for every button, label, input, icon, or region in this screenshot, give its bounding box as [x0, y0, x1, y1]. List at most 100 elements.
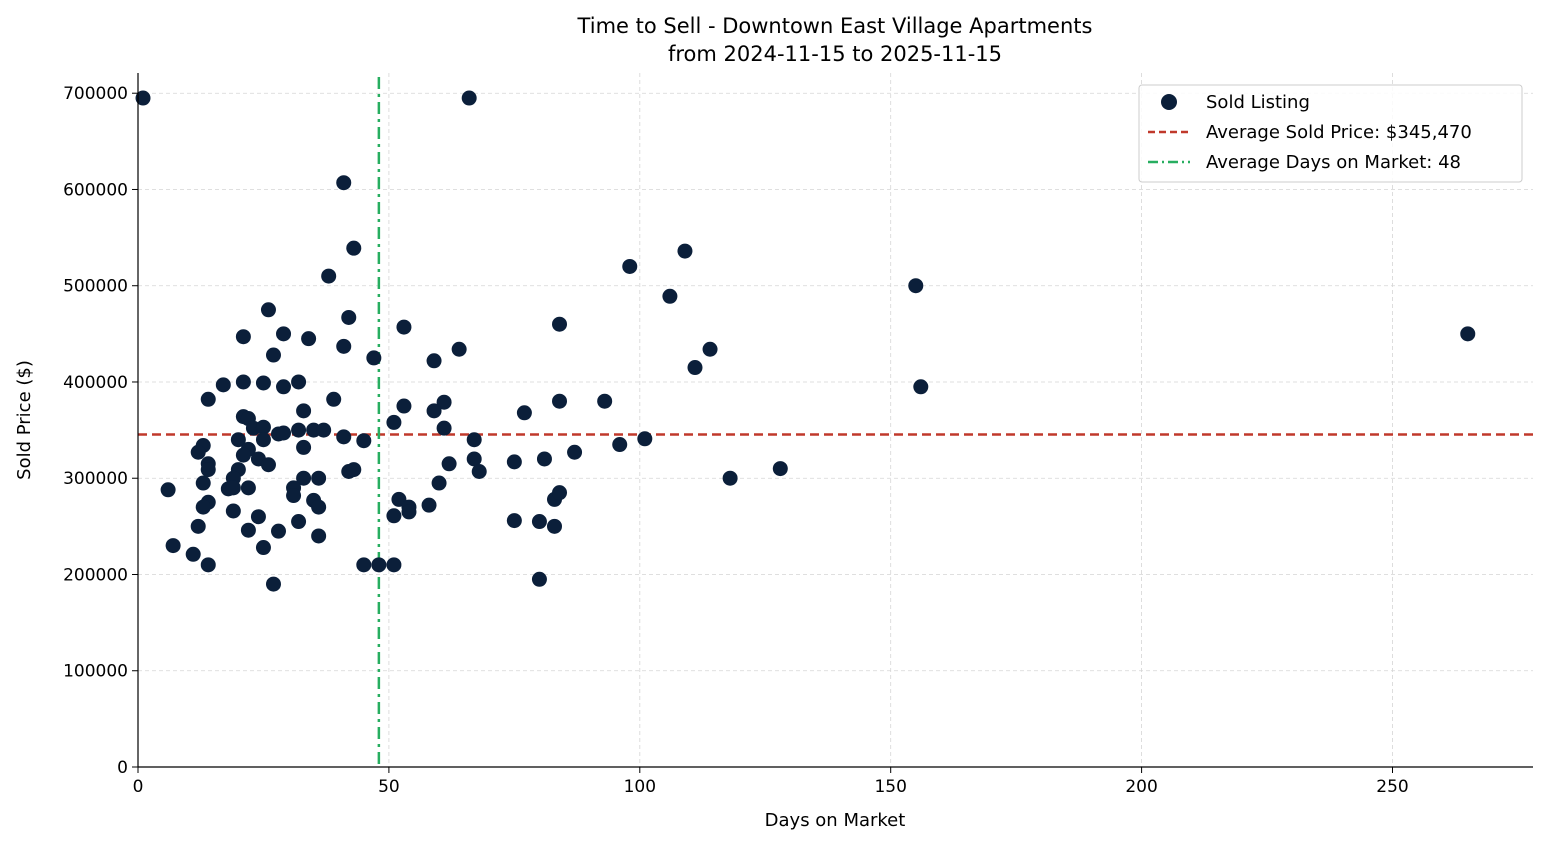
data-point — [271, 523, 287, 539]
data-point — [371, 557, 387, 573]
data-point — [662, 288, 678, 304]
legend-label-sold-listing: Sold Listing — [1206, 92, 1310, 113]
data-point — [677, 243, 693, 259]
data-point — [311, 499, 327, 515]
data-point — [255, 432, 271, 448]
data-point — [235, 447, 251, 463]
data-point — [291, 422, 307, 438]
data-point — [336, 175, 352, 191]
legend-label-average-days: Average Days on Market: 48 — [1206, 152, 1461, 173]
data-point — [396, 319, 412, 335]
data-point — [908, 278, 924, 294]
data-point — [240, 522, 256, 538]
x-tick-label: 50 — [378, 777, 400, 797]
data-point — [687, 360, 703, 376]
data-point — [135, 90, 151, 106]
chart-title: Time to Sell - Downtown East Village Apa… — [577, 14, 1093, 38]
data-point — [401, 504, 417, 520]
chart-subtitle: from 2024-11-15 to 2025-11-15 — [668, 42, 1002, 66]
data-point — [200, 391, 216, 407]
data-point — [185, 546, 201, 562]
data-point — [516, 405, 532, 421]
data-point — [301, 331, 317, 347]
data-point — [426, 403, 442, 419]
data-point — [366, 350, 382, 366]
data-point — [195, 499, 211, 515]
legend-box — [1138, 84, 1523, 183]
data-point — [426, 353, 442, 369]
data-point — [531, 571, 547, 587]
data-point — [336, 429, 352, 445]
data-point — [255, 375, 271, 391]
data-point — [195, 475, 211, 491]
data-point — [291, 514, 307, 530]
data-point — [552, 316, 568, 332]
data-point — [255, 419, 271, 435]
y-tick-label: 300000 — [63, 469, 128, 489]
data-point — [235, 374, 251, 390]
data-point — [431, 475, 447, 491]
data-point — [276, 379, 292, 395]
data-point — [567, 444, 583, 460]
data-point — [286, 488, 302, 504]
data-point — [160, 482, 176, 498]
data-point — [552, 393, 568, 409]
data-point — [321, 268, 337, 284]
data-point — [506, 513, 522, 529]
data-point — [316, 422, 332, 438]
data-point — [461, 90, 477, 106]
data-point — [772, 461, 788, 477]
data-point — [346, 462, 362, 478]
data-point — [436, 420, 452, 436]
legend-label-average-price: Average Sold Price: $345,470 — [1206, 122, 1472, 143]
data-point — [597, 393, 613, 409]
y-tick-label: 0 — [117, 758, 128, 778]
data-point — [466, 432, 482, 448]
data-point — [311, 528, 327, 544]
y-tick-label: 200000 — [63, 565, 128, 585]
data-point — [546, 518, 562, 534]
legend: Sold Listing Average Sold Price: $345,47… — [1138, 84, 1523, 183]
data-point — [265, 576, 281, 592]
data-point — [1460, 326, 1476, 342]
data-point — [441, 456, 457, 472]
y-axis-label: Sold Price ($) — [14, 360, 35, 480]
y-tick-label: 100000 — [63, 662, 128, 682]
data-point — [225, 503, 241, 519]
data-point — [296, 403, 312, 419]
data-point — [200, 462, 216, 478]
data-point — [255, 540, 271, 556]
data-point — [235, 329, 251, 345]
y-tick-label: 700000 — [63, 84, 128, 104]
data-point — [722, 470, 738, 486]
data-point — [260, 302, 276, 318]
axes: 0 50 100 150 200 250 0 100000 200000 300000 400000… — [63, 73, 1533, 797]
data-point — [215, 377, 231, 393]
x-tick-label: 150 — [874, 777, 906, 797]
average-lines — [138, 77, 1533, 767]
data-point — [531, 514, 547, 530]
data-point — [296, 470, 312, 486]
points — [135, 90, 1476, 592]
data-point — [190, 518, 206, 534]
data-point — [190, 444, 206, 460]
data-point — [240, 480, 256, 496]
data-point — [200, 557, 216, 573]
data-point — [396, 398, 412, 414]
data-point — [326, 391, 342, 407]
data-point — [386, 557, 402, 573]
data-point — [913, 379, 929, 395]
data-point — [421, 497, 437, 513]
data-point — [230, 432, 246, 448]
data-point — [451, 341, 467, 357]
data-point — [552, 485, 568, 501]
x-tick-label: 100 — [624, 777, 656, 797]
data-point — [471, 463, 487, 479]
data-point — [225, 480, 241, 496]
data-point — [341, 309, 357, 325]
y-tick-label: 600000 — [63, 180, 128, 200]
x-axis-label: Days on Market — [765, 810, 906, 831]
data-point — [260, 457, 276, 473]
data-point — [311, 470, 327, 486]
